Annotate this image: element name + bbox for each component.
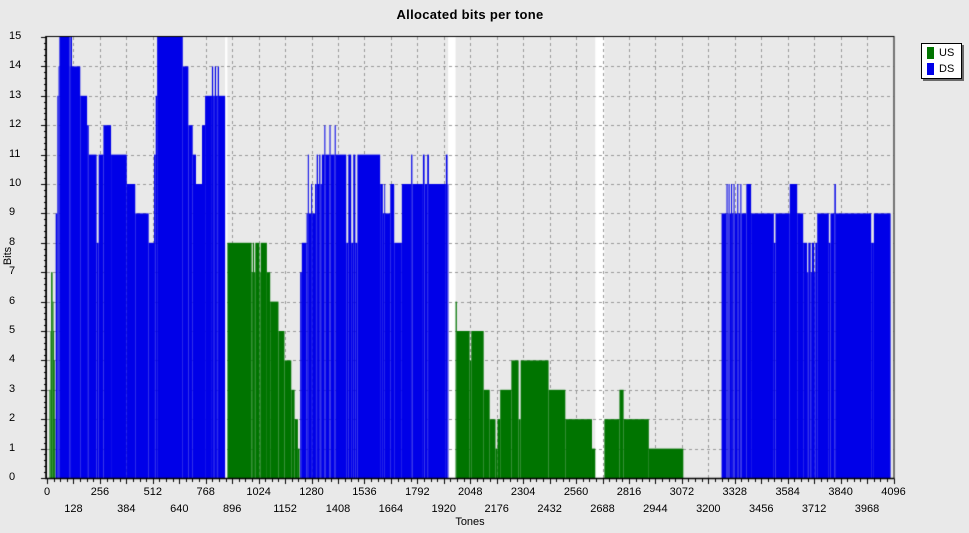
legend-item-ds: DS [927,62,961,76]
x-tick-label: 0 [43,486,51,498]
x-tick-label: 2944 [643,503,668,515]
y-tick-label: 7 [9,265,16,278]
y-tick-label: 0 [9,471,16,483]
x-tick-label: 2048 [458,486,483,498]
y-tick-label: 5 [9,324,16,336]
x-tick-label: 1920 [431,503,457,515]
x-tick-label: 2432 [537,503,562,515]
ds-color-swatch [927,62,934,75]
x-tick-label: 128 [64,503,83,515]
x-tick-label: 1408 [325,503,351,515]
x-tick-label: 384 [117,503,136,515]
y-tick-label: 15 [9,30,22,42]
x-tick-label: 1280 [299,486,324,498]
x-tick-label: 3200 [696,503,721,515]
legend-label-us: US [939,47,955,60]
x-tick-label: 3328 [722,486,748,498]
x-tick-label: 640 [170,503,189,515]
x-tick-label: 2304 [510,486,536,498]
x-tick-label: 2176 [484,503,509,515]
y-tick-label: 4 [9,353,16,366]
x-tick-label: 3072 [669,486,695,498]
x-tick-label: 1152 [273,503,297,515]
x-tick-label: 3456 [748,503,774,515]
x-tick-label: 3968 [854,503,880,515]
x-tick-label: 2816 [616,486,642,498]
x-tick-label: 2560 [563,486,589,498]
y-tick-label: 6 [9,294,16,307]
legend: US DS [921,43,962,79]
y-tick-label: 11 [9,147,21,160]
x-tick-label: 2688 [590,503,615,515]
y-tick-label: 3 [9,382,16,395]
x-tick-label: 768 [196,486,215,498]
y-tick-label: 2 [9,412,16,425]
y-tick-label: 14 [9,59,22,72]
x-tick-label: 896 [222,503,242,515]
x-tick-label: 256 [90,486,110,498]
us-color-swatch [927,47,934,60]
x-tick-label: 3712 [801,503,827,515]
legend-item-us: US [927,46,961,60]
y-tick-label: 13 [9,88,22,101]
x-tick-label: 1792 [405,486,430,498]
x-tick-label: 1664 [378,503,404,515]
x-tick-label: 3840 [828,486,853,498]
y-tick-label: 8 [9,235,16,248]
legend-label-ds: DS [939,62,955,75]
x-axis-title: Tones [455,516,485,528]
x-tick-label: 4096 [881,486,906,498]
y-tick-label: 12 [9,118,22,131]
y-tick-label: 10 [9,177,22,189]
y-tick-label: 1 [9,441,16,454]
chart-title: Allocated bits per tone [396,7,544,22]
x-tick-label: 3584 [775,486,800,498]
y-tick-label: 9 [9,206,16,219]
x-tick-label: 1536 [352,486,377,498]
x-tick-label: 512 [143,486,162,498]
x-tick-label: 1024 [246,486,271,498]
